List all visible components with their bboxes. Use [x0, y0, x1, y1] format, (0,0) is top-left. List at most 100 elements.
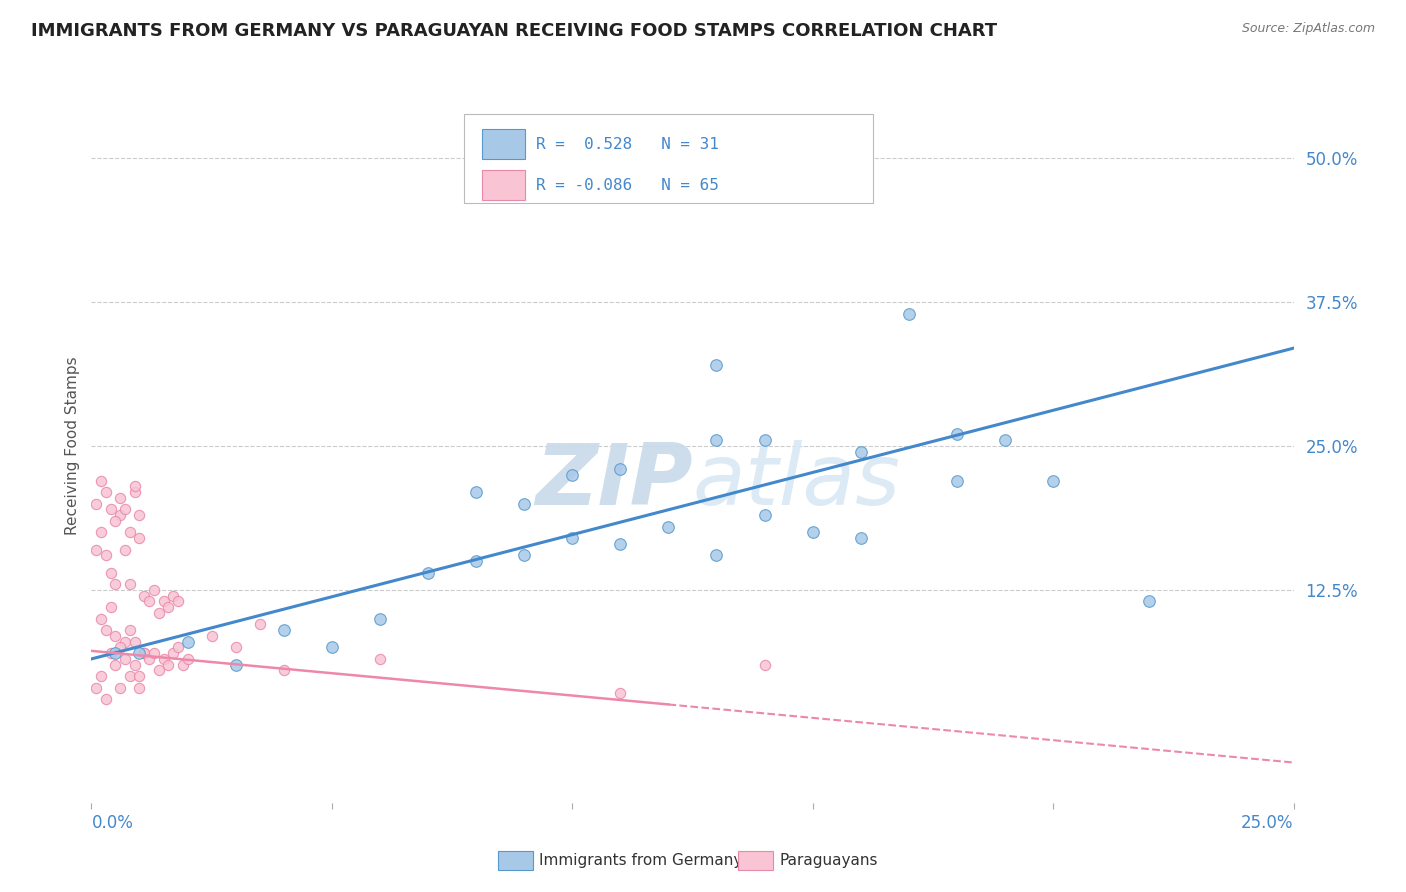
Point: [754, 508, 776, 522]
Point: [104, 577, 127, 591]
Point: [273, 664, 295, 678]
Point: [849, 444, 872, 458]
Point: [134, 646, 156, 660]
Point: [110, 508, 132, 522]
Point: [142, 646, 165, 660]
Point: [162, 646, 184, 660]
Point: [124, 479, 146, 493]
Point: [152, 652, 174, 666]
Point: [609, 686, 631, 700]
Point: [118, 623, 141, 637]
Text: 0.0%: 0.0%: [91, 814, 134, 832]
Point: [128, 508, 150, 522]
Point: [94, 692, 117, 706]
Text: atlas: atlas: [692, 440, 900, 524]
Point: [128, 531, 150, 545]
Point: [225, 657, 247, 672]
FancyBboxPatch shape: [498, 851, 533, 870]
Point: [104, 657, 127, 672]
Point: [946, 427, 969, 442]
Point: [513, 497, 536, 511]
FancyBboxPatch shape: [738, 851, 773, 870]
Point: [148, 606, 170, 620]
Point: [94, 549, 117, 563]
Text: Paraguayans: Paraguayans: [779, 853, 877, 868]
Point: [172, 657, 194, 672]
Point: [225, 640, 247, 655]
Point: [124, 657, 146, 672]
Point: [1137, 594, 1160, 608]
Point: [104, 514, 127, 528]
Point: [114, 634, 136, 648]
Text: IMMIGRANTS FROM GERMANY VS PARAGUAYAN RECEIVING FOOD STAMPS CORRELATION CHART: IMMIGRANTS FROM GERMANY VS PARAGUAYAN RE…: [31, 22, 997, 40]
Point: [148, 664, 170, 678]
Point: [561, 467, 583, 482]
Text: 25.0%: 25.0%: [1241, 814, 1294, 832]
Point: [465, 485, 488, 500]
Point: [134, 589, 156, 603]
Point: [706, 434, 728, 448]
Text: Immigrants from Germany: Immigrants from Germany: [538, 853, 742, 868]
Point: [416, 566, 439, 580]
Point: [94, 485, 117, 500]
Text: Source: ZipAtlas.com: Source: ZipAtlas.com: [1241, 22, 1375, 36]
Point: [321, 640, 343, 655]
Point: [114, 652, 136, 666]
Point: [561, 531, 583, 545]
Point: [609, 462, 631, 476]
Point: [90, 669, 112, 683]
Point: [273, 623, 295, 637]
Point: [513, 549, 536, 563]
Point: [609, 537, 631, 551]
Y-axis label: Receiving Food Stamps: Receiving Food Stamps: [65, 357, 80, 535]
Point: [110, 491, 132, 505]
Point: [849, 531, 872, 545]
Point: [114, 502, 136, 516]
Point: [157, 600, 180, 615]
Point: [994, 434, 1017, 448]
Point: [128, 646, 150, 660]
Point: [100, 566, 122, 580]
Point: [134, 646, 156, 660]
Point: [368, 612, 391, 626]
Point: [176, 634, 198, 648]
Point: [90, 525, 112, 540]
Point: [162, 589, 184, 603]
Point: [801, 525, 824, 540]
Point: [124, 485, 146, 500]
Point: [104, 646, 127, 660]
Point: [84, 497, 107, 511]
Point: [657, 519, 679, 533]
Point: [201, 629, 224, 643]
Point: [128, 681, 150, 695]
FancyBboxPatch shape: [482, 170, 526, 200]
Point: [100, 646, 122, 660]
Point: [465, 554, 488, 568]
Point: [368, 652, 391, 666]
Point: [118, 577, 141, 591]
Point: [104, 629, 127, 643]
Point: [138, 652, 160, 666]
Point: [138, 594, 160, 608]
Point: [100, 502, 122, 516]
Point: [114, 542, 136, 557]
Point: [754, 657, 776, 672]
Point: [84, 681, 107, 695]
Point: [1042, 474, 1064, 488]
FancyBboxPatch shape: [464, 114, 873, 203]
Point: [897, 307, 920, 321]
Point: [90, 474, 112, 488]
Point: [94, 623, 117, 637]
FancyBboxPatch shape: [482, 129, 526, 159]
Point: [946, 474, 969, 488]
Point: [167, 640, 190, 655]
Point: [176, 652, 198, 666]
Point: [157, 657, 180, 672]
Point: [706, 549, 728, 563]
Point: [754, 434, 776, 448]
Point: [128, 669, 150, 683]
Point: [84, 542, 107, 557]
Point: [110, 640, 132, 655]
Text: R =  0.528   N = 31: R = 0.528 N = 31: [536, 136, 718, 152]
Point: [110, 681, 132, 695]
